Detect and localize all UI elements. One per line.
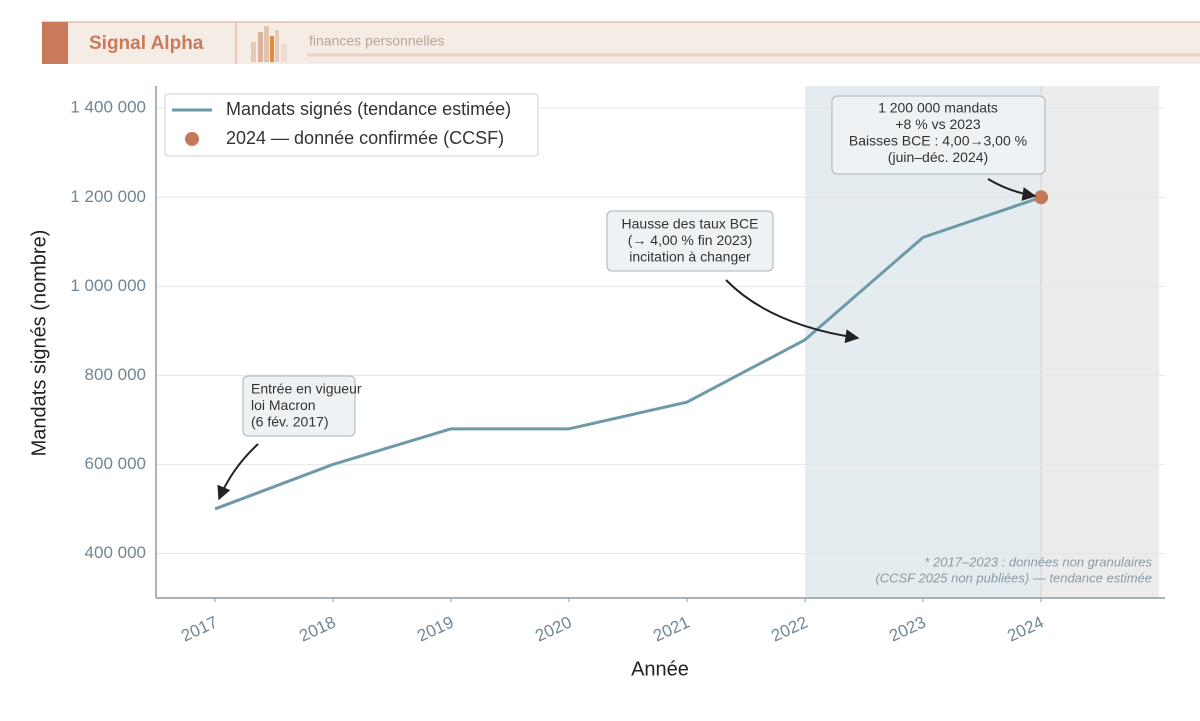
icon bbox=[251, 26, 287, 62]
brand: Signal Alpha bbox=[89, 33, 204, 54]
shaded-span bbox=[1041, 86, 1160, 598]
annotation-text: Entrée en vigueur bbox=[251, 381, 362, 397]
y-tick-label: 1 000 000 bbox=[70, 276, 146, 295]
x-tick-label: 2023 bbox=[886, 612, 928, 645]
annotation-text: (juin–déc. 2024) bbox=[888, 149, 988, 165]
x-axis-label: Année bbox=[631, 658, 689, 680]
annotation-text: Baisses BCE : 4,00→3,00 % bbox=[849, 133, 1027, 149]
legend-label: Mandats signés (tendance estimée) bbox=[226, 99, 511, 119]
y-axis-label: Mandats signés (nombre) bbox=[28, 230, 50, 457]
annotation-text: incitation à changer bbox=[629, 249, 751, 265]
data-point bbox=[1034, 190, 1049, 205]
tagline: finances personnelles bbox=[309, 33, 444, 49]
x-tick-label: 2017 bbox=[178, 612, 220, 645]
x-tick-label: 2022 bbox=[768, 612, 810, 645]
x-tick-label: 2020 bbox=[532, 612, 574, 645]
annotation-text: loi Macron bbox=[251, 397, 316, 413]
series-line bbox=[214, 195, 1042, 511]
y-tick-label: 1 200 000 bbox=[70, 187, 146, 206]
footnote: * 2017–2023 : données non granulaires bbox=[924, 554, 1152, 569]
annotation-text: 1 200 000 mandats bbox=[878, 100, 998, 116]
annotation-text: +8 % vs 2023 bbox=[895, 116, 980, 132]
header-square bbox=[42, 22, 68, 64]
header-band bbox=[42, 22, 1200, 64]
header: Signal Alpha finances personnelles bbox=[42, 21, 1200, 64]
annotation-box bbox=[831, 95, 1046, 175]
x-tick-label: 2024 bbox=[1004, 612, 1046, 645]
footnote: (CCSF 2025 non publiées) — tendance esti… bbox=[875, 570, 1152, 585]
legend-label: 2024 — donnée confirmée (CCSF) bbox=[226, 128, 504, 148]
annotation-text: Hausse des taux BCE bbox=[622, 216, 759, 232]
x-tick-label: 2019 bbox=[414, 612, 456, 645]
annotation-box bbox=[606, 210, 774, 272]
x-tick-label: 2018 bbox=[296, 612, 338, 645]
annotation-arrow bbox=[987, 178, 1037, 201]
y-tick-label: 400 000 bbox=[85, 543, 146, 562]
legend-box bbox=[164, 93, 539, 157]
annotation-text: (6 fév. 2017) bbox=[251, 414, 329, 430]
y-tick-label: 600 000 bbox=[85, 454, 146, 473]
annotation-text: (→ 4,00 % fin 2023) bbox=[628, 232, 753, 248]
annotation-box bbox=[242, 375, 356, 437]
annotation-arrow bbox=[217, 443, 259, 501]
y-tick-label: 1 400 000 bbox=[70, 98, 146, 117]
legend-swatch bbox=[185, 132, 199, 146]
plot: 400 000 600 000 800 000 1 000 000 1 200 000 1… bbox=[28, 86, 1165, 680]
y-tick-label: 800 000 bbox=[85, 365, 146, 384]
x-tick-label: 2021 bbox=[650, 612, 692, 645]
annotation-arrow bbox=[725, 279, 860, 344]
